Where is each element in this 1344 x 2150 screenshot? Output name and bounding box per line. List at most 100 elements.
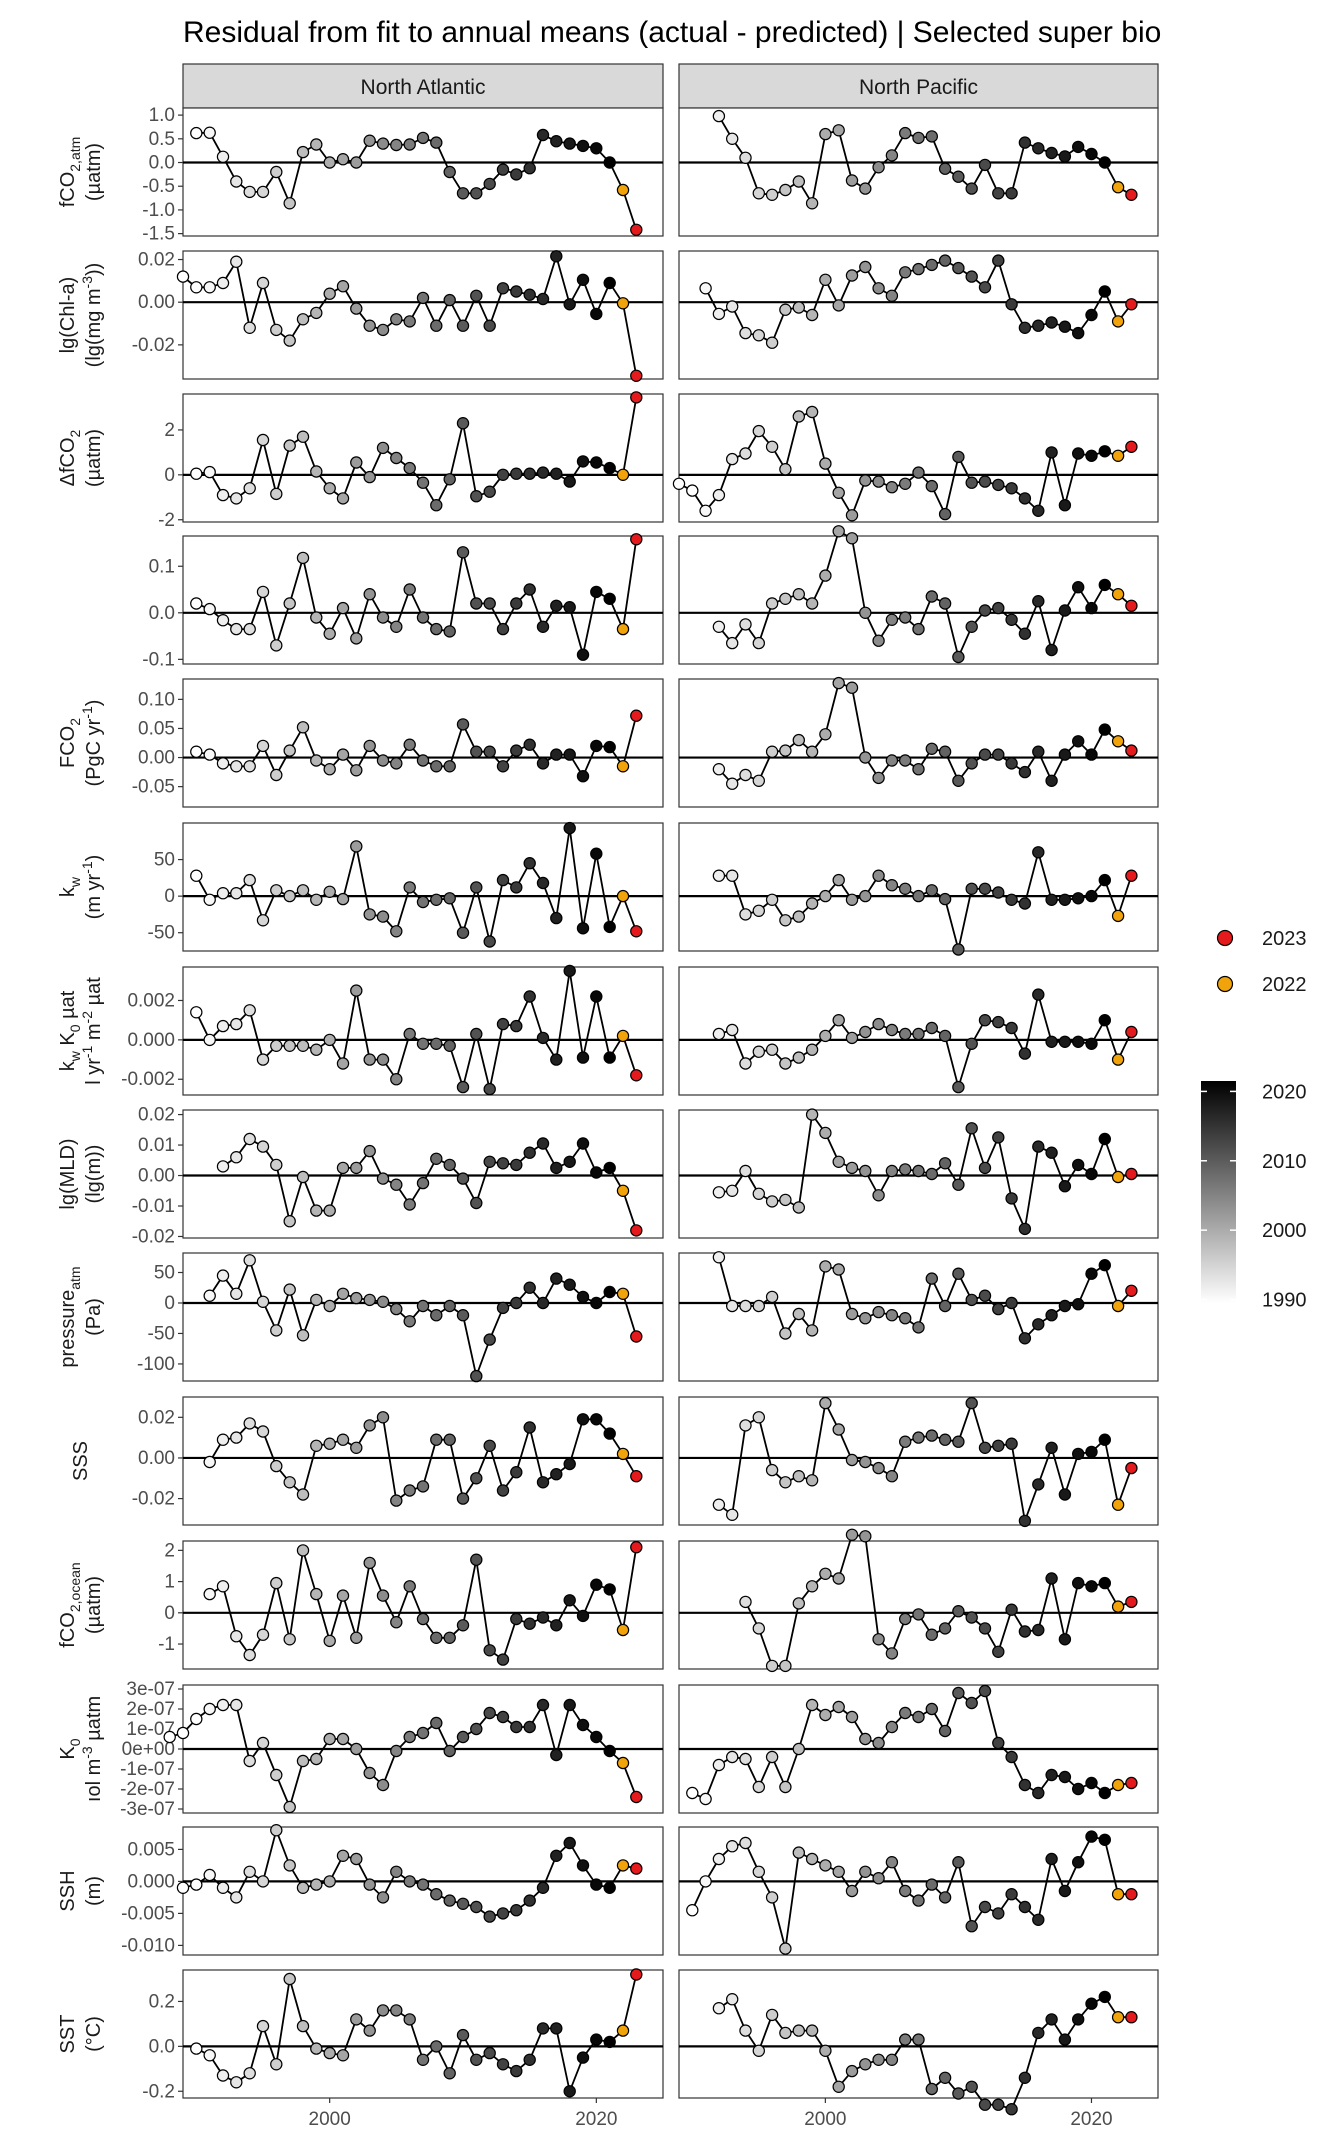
data-point xyxy=(323,763,336,776)
data-point xyxy=(550,2022,563,2035)
data-point xyxy=(510,2064,523,2078)
data-point xyxy=(1071,1576,1085,1590)
data-point xyxy=(832,525,845,538)
data-point xyxy=(1058,604,1072,617)
y-tick-label: 0.2 xyxy=(149,1991,175,2012)
data-point xyxy=(712,307,726,321)
panel-dfco2b-north-atlantic xyxy=(182,533,664,665)
data-point xyxy=(336,1433,350,1446)
data-point xyxy=(965,1122,978,1135)
data-point xyxy=(390,1072,403,1086)
data-point xyxy=(470,597,483,610)
data-point xyxy=(243,1865,256,1879)
data-point xyxy=(752,636,766,650)
data-point xyxy=(430,136,443,149)
series-line xyxy=(169,1702,638,1810)
y-tick-label: 0.000 xyxy=(127,1030,175,1051)
data-point xyxy=(872,1736,885,1750)
data-point xyxy=(1005,1750,1018,1764)
data-point xyxy=(230,760,243,773)
x-tick-label: 2000 xyxy=(309,2109,351,2130)
data-point xyxy=(243,482,256,495)
data-point xyxy=(1045,643,1058,657)
data-point xyxy=(616,1184,630,1198)
data-point xyxy=(203,1033,216,1047)
data-point xyxy=(350,456,363,469)
data-point xyxy=(363,1053,376,1066)
data-point xyxy=(965,2080,978,2093)
data-point xyxy=(616,1029,630,1043)
data-point xyxy=(845,1031,859,1045)
data-point xyxy=(859,1865,872,1879)
data-point xyxy=(1085,1167,1098,1181)
data-point xyxy=(563,1698,576,1712)
data-point xyxy=(872,1633,885,1646)
data-point xyxy=(563,1594,576,1607)
data-point xyxy=(859,606,872,620)
data-point xyxy=(563,1457,576,1471)
data-point xyxy=(496,1907,510,1920)
data-point xyxy=(1058,150,1072,163)
data-point xyxy=(952,1855,965,1869)
data-point xyxy=(792,1307,806,1321)
data-point xyxy=(726,1299,739,1313)
data-point xyxy=(1125,1167,1138,1181)
panel-fco2flux-north-pacific xyxy=(678,676,1159,808)
data-point xyxy=(323,1204,336,1217)
data-point xyxy=(1098,285,1112,298)
y-tick-label: 0.005 xyxy=(127,1839,175,1860)
data-point xyxy=(885,481,899,494)
data-point xyxy=(323,2046,336,2060)
data-point xyxy=(376,1295,390,1309)
data-point xyxy=(350,1852,363,1866)
data-point xyxy=(1125,440,1138,453)
data-point xyxy=(872,282,885,295)
data-point xyxy=(779,463,792,476)
data-point xyxy=(483,319,496,332)
data-point xyxy=(1058,748,1072,761)
data-point xyxy=(376,1411,390,1424)
data-point xyxy=(603,1881,616,1895)
data-point xyxy=(779,914,792,927)
data-point xyxy=(952,170,965,183)
data-point xyxy=(925,1702,939,1716)
data-point xyxy=(603,920,616,934)
data-point xyxy=(859,751,872,764)
data-point xyxy=(1071,1855,1085,1869)
data-point xyxy=(712,1027,726,1041)
data-point xyxy=(483,2046,496,2060)
data-point xyxy=(965,182,978,195)
data-point xyxy=(216,1019,230,1033)
data-point xyxy=(978,2098,992,2111)
data-point xyxy=(965,1037,978,1051)
data-point xyxy=(752,1411,766,1424)
data-point xyxy=(1111,1600,1125,1613)
data-point xyxy=(536,1476,550,1489)
data-point xyxy=(616,1287,630,1301)
data-point xyxy=(376,1172,390,1185)
data-point xyxy=(805,405,819,419)
data-point xyxy=(1071,892,1085,905)
data-point xyxy=(296,1170,310,1184)
data-point xyxy=(243,1417,256,1430)
data-point xyxy=(1085,889,1098,903)
data-point xyxy=(779,1327,792,1340)
data-point xyxy=(819,1396,832,1410)
data-point xyxy=(885,1469,899,1483)
data-point xyxy=(230,1287,243,1301)
data-point xyxy=(832,124,845,137)
data-point xyxy=(510,1612,523,1626)
data-point xyxy=(256,1736,270,1750)
y-tick-label: 2e-07 xyxy=(126,1699,175,1720)
data-point xyxy=(739,768,752,782)
data-point xyxy=(1018,1514,1032,1528)
y-tick-label: 0 xyxy=(164,1603,175,1624)
data-point xyxy=(630,1469,643,1483)
data-point xyxy=(510,1720,523,1734)
data-point xyxy=(726,300,739,313)
data-point xyxy=(230,622,243,636)
data-point xyxy=(576,1413,590,1426)
data-point xyxy=(992,1302,1005,1316)
data-point xyxy=(230,255,243,268)
data-point xyxy=(550,1467,563,1481)
